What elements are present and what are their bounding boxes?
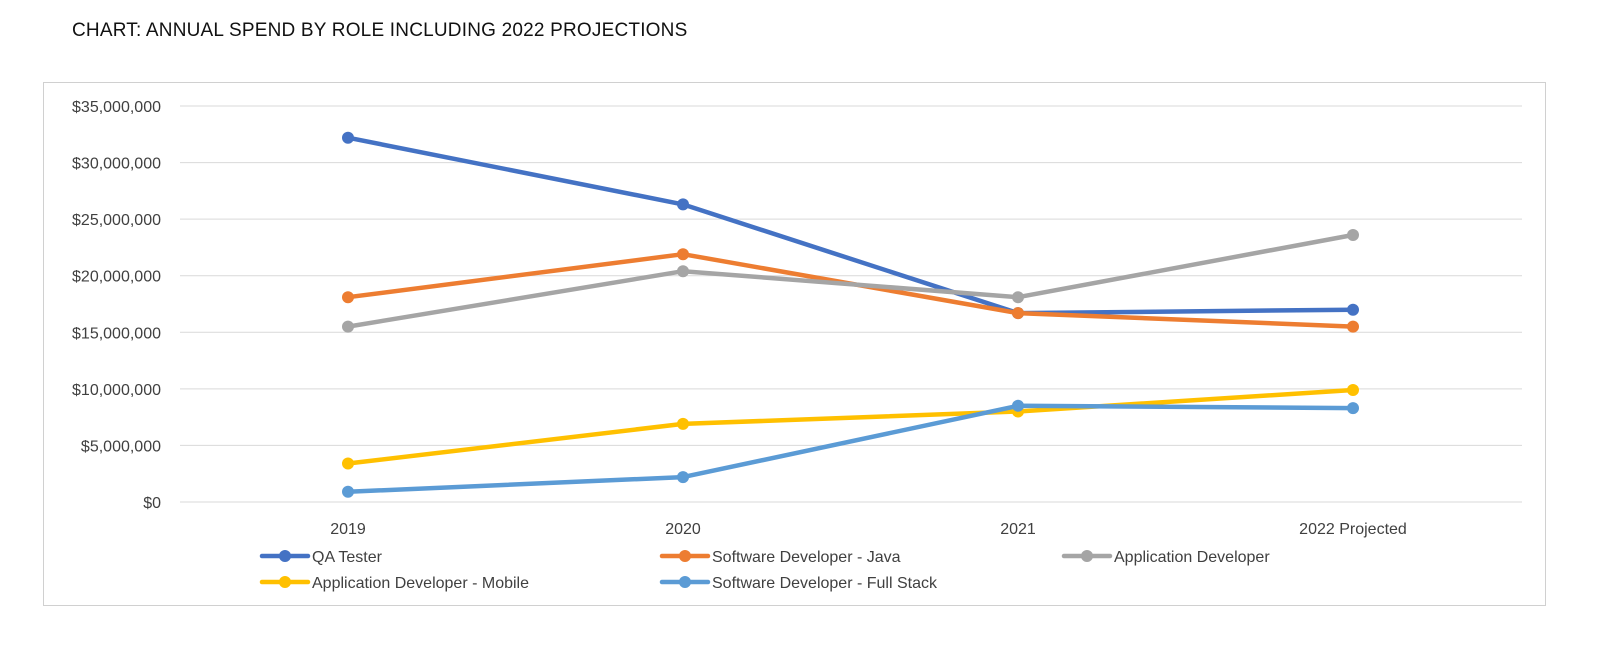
legend-item: Software Developer - Java <box>659 549 901 566</box>
legend-label: Software Developer - Java <box>712 549 901 566</box>
x-axis-ticks: 2019 2020 2021 2022 Projected <box>330 521 1407 538</box>
legend-label: Application Developer - Mobile <box>312 575 529 592</box>
y-tick-label: $30,000,000 <box>72 156 161 173</box>
page-title: CHART: ANNUAL SPEND BY ROLE INCLUDING 20… <box>72 20 688 41</box>
x-tick-label: 2021 <box>1000 521 1036 538</box>
legend-label: QA Tester <box>312 549 383 566</box>
legend-label: Application Developer <box>1114 549 1270 566</box>
series-line <box>345 387 1356 466</box>
series-line <box>345 232 1356 329</box>
series-line <box>345 135 1356 316</box>
y-tick-label: $10,000,000 <box>72 382 161 399</box>
data-point <box>1012 291 1024 304</box>
y-tick-label: $5,000,000 <box>81 438 161 455</box>
data-point <box>1012 307 1024 320</box>
series-group <box>342 131 1359 320</box>
data-point <box>1347 384 1359 396</box>
gridlines <box>180 105 1522 503</box>
data-point <box>342 485 354 498</box>
legend-swatch-marker <box>1081 550 1093 562</box>
legend: QA Tester Software Developer - Java Applic… <box>259 549 1270 592</box>
legend-item: QA Tester <box>259 549 383 566</box>
data-point <box>342 291 354 304</box>
data-point <box>677 198 689 211</box>
legend-item: Application Developer <box>1061 549 1270 566</box>
legend-swatch-marker <box>679 576 691 588</box>
data-point <box>342 320 354 333</box>
data-point <box>677 265 689 278</box>
data-point <box>1347 402 1359 415</box>
y-axis-ticks: $0 $5,000,000 $10,000,000 $15,000,000 $20,00… <box>72 99 161 512</box>
series-group <box>342 229 1359 333</box>
y-tick-label: $35,000,000 <box>72 99 161 116</box>
series-group <box>342 399 1359 498</box>
x-tick-label: 2020 <box>665 521 701 538</box>
data-point <box>1347 320 1359 333</box>
legend-item: Software Developer - Full Stack <box>659 575 938 592</box>
chart-frame <box>43 82 1546 606</box>
data-point <box>1347 303 1359 316</box>
legend-swatch-marker <box>279 576 291 588</box>
legend-item: Application Developer - Mobile <box>259 575 529 592</box>
series-group <box>342 384 1359 470</box>
data-point <box>1347 229 1359 241</box>
x-tick-label: 2022 Projected <box>1299 521 1407 538</box>
data-point <box>1012 399 1024 412</box>
data-point <box>342 457 354 470</box>
data-point <box>677 417 689 430</box>
data-point <box>342 131 354 144</box>
series-line <box>345 403 1356 495</box>
y-tick-label: $25,000,000 <box>72 212 161 229</box>
data-point <box>677 471 689 484</box>
series-lines <box>342 131 1359 498</box>
y-tick-label: $20,000,000 <box>72 269 161 286</box>
data-point <box>677 248 689 261</box>
legend-label: Software Developer - Full Stack <box>712 575 938 592</box>
y-tick-label: $15,000,000 <box>72 325 161 342</box>
legend-swatch-marker <box>279 550 291 562</box>
x-tick-label: 2019 <box>330 521 366 538</box>
y-tick-label: $0 <box>143 495 161 512</box>
legend-swatch-marker <box>679 550 691 562</box>
